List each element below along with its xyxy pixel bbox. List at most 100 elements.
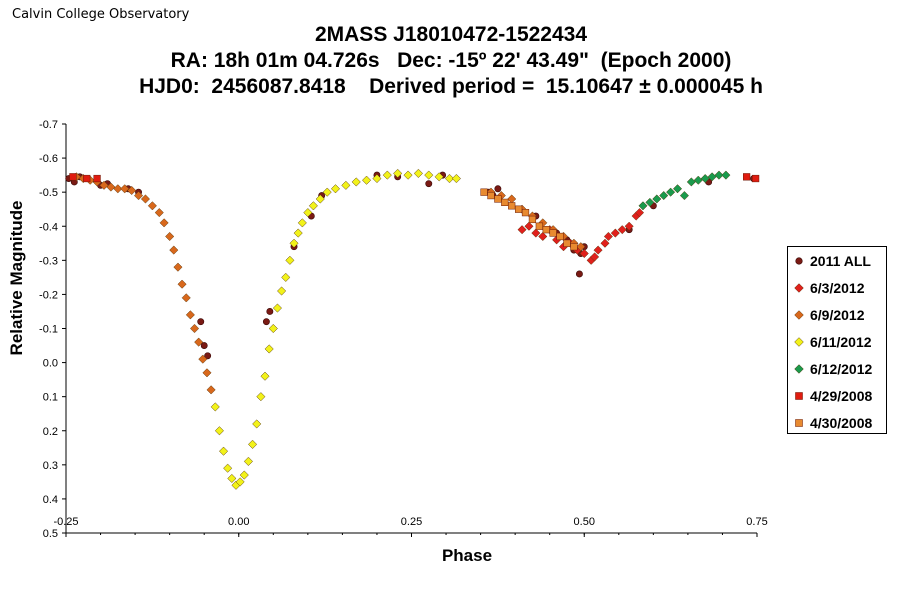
x-tick-label: 0.25: [401, 516, 422, 528]
data-point: [322, 187, 332, 197]
data-point: [260, 371, 270, 381]
data-point: [645, 197, 655, 207]
series-5: [69, 173, 760, 183]
data-point: [189, 323, 200, 334]
data-point: [652, 194, 662, 204]
legend-item: 6/12/2012: [788, 359, 872, 379]
title-line-1: 2MASS J18010472-1522434: [314, 23, 588, 46]
y-tick-label: 0.2: [43, 426, 58, 438]
legend-label: 4/29/2008: [810, 388, 873, 404]
y-tick-label: 0.1: [43, 392, 58, 404]
data-point: [140, 194, 151, 204]
data-point: [99, 180, 109, 190]
data-point: [293, 228, 303, 238]
data-point: [202, 368, 212, 378]
x-tick-label: 0.75: [746, 516, 767, 528]
data-point: [197, 318, 205, 326]
data-point: [575, 270, 583, 278]
data-point: [243, 456, 253, 466]
data-point: [198, 354, 208, 364]
data-point: [590, 252, 600, 262]
y-tick-label: -0.6: [39, 153, 58, 165]
data-point: [165, 231, 175, 242]
legend-item: 6/11/2012: [788, 332, 872, 352]
data-point: [285, 255, 295, 265]
data-point: [521, 209, 530, 217]
data-point: [624, 221, 634, 231]
data-point: [425, 180, 433, 188]
legend-marker-shape: [795, 257, 803, 265]
data-points: [65, 168, 760, 490]
data-point: [494, 195, 502, 203]
legend-marker: [794, 283, 804, 293]
data-point: [638, 201, 648, 211]
data-point: [252, 419, 262, 429]
x-tick-label: -0.25: [53, 516, 78, 528]
data-point: [542, 226, 550, 234]
data-point: [593, 245, 603, 255]
legend-label: 6/11/2012: [810, 334, 872, 350]
data-point: [743, 173, 751, 181]
data-point: [185, 310, 195, 320]
data-point: [531, 228, 541, 238]
legend-label: 2011 ALL: [810, 253, 871, 269]
data-point: [508, 202, 516, 210]
legend: 2011 ALL 6/3/2012 6/9/2012 6/11/2012 6/12/20…: [787, 246, 887, 434]
x-tick-label: 0.00: [228, 516, 249, 528]
data-point: [672, 184, 683, 194]
x-axis-label: Phase: [442, 546, 492, 565]
data-point: [494, 185, 502, 193]
data-point: [679, 191, 689, 201]
data-point: [617, 225, 627, 235]
x-tick-label: 0.50: [574, 516, 595, 528]
data-point: [134, 191, 144, 201]
data-point: [177, 279, 187, 289]
data-point: [507, 194, 517, 204]
legend-label: 6/3/2012: [810, 280, 865, 296]
data-point: [563, 239, 571, 247]
data-point: [147, 201, 157, 211]
data-point: [210, 402, 220, 412]
legend-marker-shape: [794, 310, 804, 320]
data-point: [256, 392, 266, 402]
data-point: [262, 318, 270, 326]
legend-marker: [795, 257, 803, 265]
data-point: [159, 218, 169, 228]
data-point: [549, 229, 557, 237]
axes: [62, 123, 758, 537]
y-tick-label: -0.7: [39, 119, 58, 131]
legend-marker-shape: [794, 283, 804, 293]
data-point: [659, 191, 669, 201]
tick-labels: -0.7 -0.6 -0.5 -0.4 -0.3 -0.2 -0.1 0.0 0.1 0.2 0.3…: [39, 119, 768, 540]
series-3: [210, 168, 461, 490]
legend-marker: [795, 419, 803, 427]
legend-marker: [794, 364, 804, 374]
data-point: [686, 177, 696, 187]
data-point: [693, 175, 703, 185]
legend-marker-shape: [795, 392, 803, 400]
data-point: [297, 218, 307, 228]
legend-item: 2011 ALL: [788, 251, 871, 271]
data-point: [113, 184, 123, 194]
series-4: [638, 170, 731, 211]
chart-title: 2MASS J18010472-1522434 RA: 18h 01m 04.7…: [0, 22, 902, 100]
data-point: [181, 293, 191, 303]
legend-label: 6/12/2012: [810, 361, 873, 377]
data-point: [308, 201, 318, 211]
data-point: [169, 245, 179, 255]
data-point: [382, 170, 392, 180]
data-point: [424, 170, 434, 180]
data-point: [206, 385, 216, 395]
data-point: [480, 188, 488, 196]
legend-marker-shape: [795, 419, 803, 427]
data-point: [579, 248, 589, 259]
data-point: [517, 225, 527, 235]
data-point: [266, 308, 274, 315]
data-point: [173, 262, 183, 272]
legend-marker: [794, 337, 804, 347]
data-point: [444, 173, 455, 184]
data-point: [204, 352, 212, 360]
data-point: [556, 232, 564, 241]
data-point: [514, 205, 523, 213]
data-point: [69, 173, 77, 181]
